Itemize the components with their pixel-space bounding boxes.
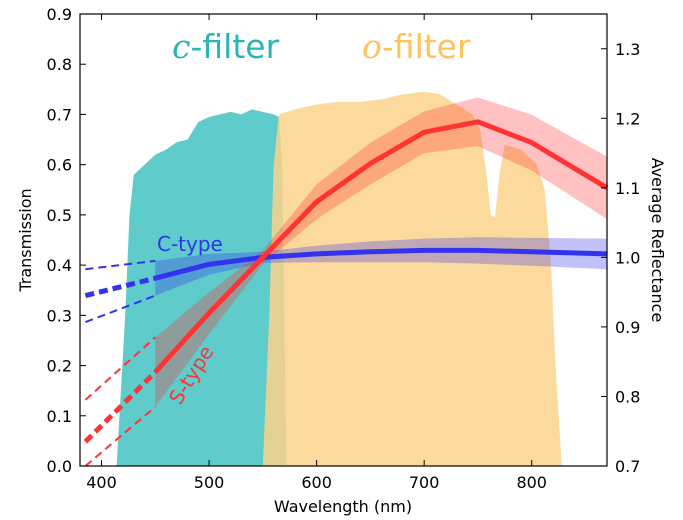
y-right-tick-label: 0.8 — [615, 387, 640, 406]
c-filter-label: c-filter — [172, 27, 280, 66]
c-type-extrapolation-high — [85, 259, 156, 271]
y-tick-label: 0.8 — [47, 55, 72, 74]
y-tick-label: 0.3 — [47, 306, 72, 325]
y-axis-ticks: 0.0 0.1 0.2 0.3 0.4 0.5 0.6 0.7 0.8 0.9 — [47, 5, 86, 476]
x-axis-ticks: 400 500 600 700 800 — [86, 14, 547, 492]
x-tick-label: 800 — [516, 473, 547, 492]
y-tick-label: 0.7 — [47, 105, 72, 124]
x-tick-label: 700 — [409, 473, 440, 492]
y-right-tick-label: 1.3 — [615, 40, 640, 59]
s-type-extrapolation-high — [84, 336, 156, 401]
s-type-extrapolation-low — [84, 406, 156, 467]
s-type-line — [153, 119, 609, 374]
x-tick-label: 600 — [301, 473, 332, 492]
y-right-axis-ticks: 0.7 0.8 0.9 1.0 1.1 1.2 1.3 — [601, 40, 640, 476]
y-right-tick-label: 1.0 — [615, 248, 640, 267]
y-tick-label: 0.4 — [47, 256, 72, 275]
y-tick-label: 0.9 — [47, 5, 72, 24]
o-filter-suffix: -filter — [382, 27, 471, 66]
c-type-line — [154, 247, 608, 281]
y-tick-label: 0.1 — [47, 407, 72, 426]
x-tick-label: 500 — [194, 473, 225, 492]
c-filter-area — [116, 109, 287, 467]
y-right-axis-title: Average Reflectance — [648, 158, 667, 323]
plot-frame — [79, 13, 608, 467]
reflectance-lines — [83, 119, 609, 467]
y-right-tick-label: 1.1 — [615, 179, 640, 198]
y-right-tick-label: 0.9 — [615, 318, 640, 337]
y-right-tick-label: 0.7 — [615, 457, 640, 476]
o-filter-label: o-filter — [362, 27, 471, 66]
x-axis-title: Wavelength (nm) — [274, 497, 412, 516]
x-tick-label: 400 — [86, 473, 117, 492]
y-right-tick-label: 1.2 — [615, 109, 640, 128]
c-filter-letter: c — [172, 27, 190, 66]
s-type-extrapolation-line — [83, 370, 158, 444]
y-tick-label: 0.6 — [47, 156, 72, 175]
y-tick-label: 0.5 — [47, 206, 72, 225]
y-axis-title: Transmission — [16, 188, 35, 292]
c-filter-suffix: -filter — [190, 27, 279, 66]
y-tick-label: 0.2 — [47, 357, 72, 376]
y-tick-label: 0.0 — [47, 457, 72, 476]
c-type-label: C-type — [157, 232, 223, 256]
o-filter-letter: o — [362, 27, 382, 66]
c-type-extrapolation-line — [84, 275, 156, 299]
